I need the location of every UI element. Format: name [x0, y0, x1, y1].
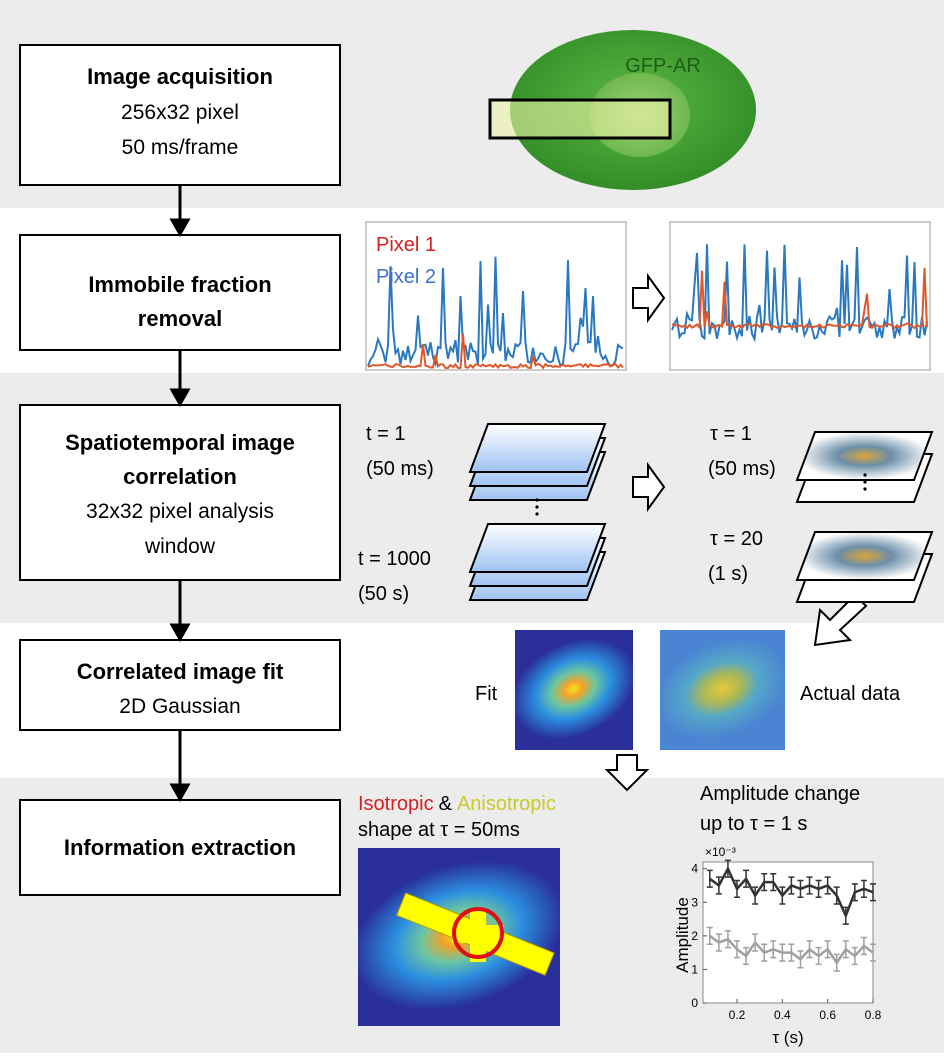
- diagram: Image acquisition 256x32 pixel 50 ms/fra…: [0, 0, 944, 1053]
- fit-label: Actual data: [800, 683, 901, 705]
- frame-label: (50 s): [358, 583, 409, 605]
- legend-label: Pixel 1: [376, 234, 436, 256]
- step-title: Correlated image fit: [77, 659, 284, 684]
- y-label: Amplitude: [673, 897, 692, 973]
- caption: up to τ = 1 s: [700, 813, 807, 835]
- y-tick-label: 3: [691, 895, 698, 909]
- fit-label: Fit: [475, 683, 498, 705]
- ellipsis-dot: [535, 498, 538, 501]
- x-tick-label: 0.4: [774, 1008, 791, 1022]
- corr-label: τ = 1: [710, 423, 752, 445]
- step-title: removal: [138, 306, 222, 331]
- y-tick-label: 0: [691, 996, 698, 1010]
- ellipsis-dot: [535, 512, 538, 515]
- step-title: Information extraction: [64, 835, 296, 860]
- step-detail: 2D Gaussian: [119, 695, 240, 718]
- frame: [470, 524, 605, 572]
- step-title: Spatiotemporal image: [65, 430, 295, 455]
- frame-label: (50 ms): [366, 458, 434, 480]
- step-detail: 32x32 pixel analysis: [86, 500, 274, 523]
- frame-label: t = 1000: [358, 548, 431, 570]
- fit-images: Fit Actual data: [475, 630, 901, 750]
- caption: Amplitude change: [700, 783, 860, 805]
- caption: Isotropic&Anisotropic: [358, 793, 556, 815]
- legend-label: Pixel 2: [376, 266, 436, 288]
- cell-label: GFP-AR: [625, 55, 701, 77]
- x-label: τ (s): [772, 1028, 803, 1047]
- frame: [797, 432, 932, 480]
- x-tick-label: 0.6: [819, 1008, 836, 1022]
- ellipsis-dot: [863, 487, 866, 490]
- step-title: correlation: [123, 464, 237, 489]
- frame: [470, 424, 605, 472]
- y-tick-label: 4: [691, 862, 698, 876]
- step-detail: 256x32 pixel: [121, 101, 239, 124]
- page: Image acquisition 256x32 pixel 50 ms/fra…: [0, 0, 944, 1058]
- x-tick-label: 0.8: [865, 1008, 882, 1022]
- step-detail: 50 ms/frame: [122, 136, 239, 159]
- corr-label: (50 ms): [708, 458, 776, 480]
- caption-part: Anisotropic: [457, 793, 556, 815]
- corr-label: (1 s): [708, 563, 748, 585]
- ellipsis-dot: [535, 505, 538, 508]
- y-multiplier: ×10⁻³: [705, 845, 736, 859]
- y-tick-label: 2: [691, 929, 698, 943]
- caption-part: Isotropic: [358, 793, 434, 815]
- step-title: Image acquisition: [87, 64, 273, 89]
- frame-label: t = 1: [366, 423, 405, 445]
- corr-label: τ = 20: [710, 528, 763, 550]
- step-title: Immobile fraction: [88, 272, 271, 297]
- caption-part: &: [439, 793, 453, 815]
- x-tick-label: 0.2: [729, 1008, 746, 1022]
- step-detail: window: [144, 535, 216, 558]
- ellipsis-dot: [863, 480, 866, 483]
- frame: [797, 532, 932, 580]
- y-tick-label: 1: [691, 962, 698, 976]
- ellipsis-dot: [863, 473, 866, 476]
- caption: shape at τ = 50ms: [358, 819, 520, 841]
